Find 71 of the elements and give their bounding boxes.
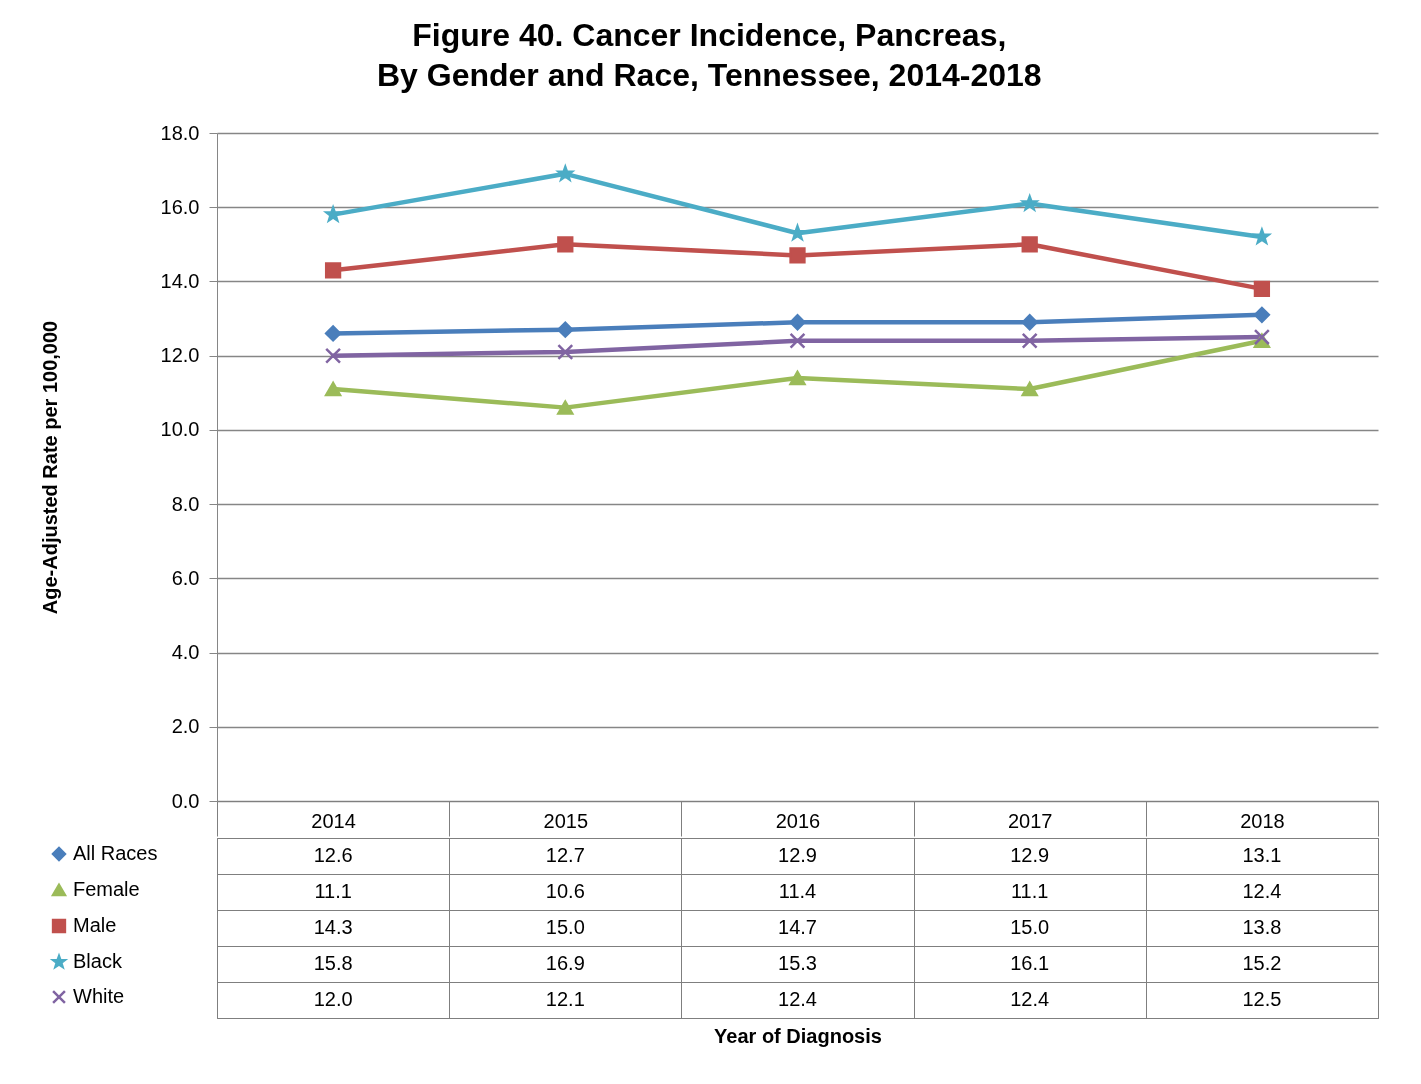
data-label: 12.5 [1242,988,1282,1010]
data-label: 16.1 [1010,952,1050,974]
data-label: 14.7 [778,916,817,938]
y-tick-label: 18.0 [160,121,200,144]
point [557,321,574,338]
data-label: 16.9 [545,952,585,974]
point [789,314,806,331]
data-label: 12.1 [545,988,585,1010]
legend-label: Male [73,914,117,936]
data-label: 15.0 [545,916,585,938]
data-label: 12.4 [1242,880,1282,902]
data-label: 15.8 [313,952,353,974]
point [1021,236,1038,253]
data-label: 10.6 [545,880,585,902]
point [1019,193,1040,213]
chart-title: Figure 40. Cancer Incidence, Pancreas, By Gender and Race, Tennessee, 2014-2018 [376,17,1042,93]
point [1021,314,1038,331]
point [789,332,806,349]
data-label: 12.7 [545,844,585,866]
data-label: 12.9 [778,844,817,866]
y-tick-label: 12.0 [160,344,200,367]
data-label: 11.1 [314,880,352,902]
point [789,247,806,264]
point [789,370,806,386]
x-tick-label: 2014 [311,809,356,832]
legend-label: Female [73,878,140,900]
data-label: 15.2 [1242,952,1282,974]
y-tick-label: 8.0 [171,492,200,515]
point [324,325,342,342]
data-label: 11.4 [778,880,817,902]
point [557,400,574,415]
data-label: 15.3 [778,952,817,974]
point [323,204,341,224]
y-axis-title: Age-Adjusted Rate per 100,000 [38,320,61,615]
y-tick-label: 10.0 [160,418,200,441]
point [1021,381,1038,397]
point [324,262,342,279]
point [324,347,342,364]
y-tick-label: 16.0 [160,195,200,218]
x-tick-label: 2015 [543,809,589,832]
data-label: 11.1 [1010,880,1049,902]
point [557,236,574,253]
point [1253,306,1271,323]
data-label: 13.1 [1242,844,1282,866]
text: Year of Diagnosis [714,1024,882,1047]
y-tick-label: 14.0 [160,269,200,292]
data-label: 12.0 [313,988,353,1010]
point [1252,226,1272,246]
point [557,343,574,361]
point [324,381,342,397]
point [1021,332,1038,349]
data-label: 12.4 [778,988,817,1010]
data-label: 12.4 [1010,988,1050,1010]
point [555,163,576,183]
x-tick-label: 2017 [1007,809,1053,832]
data-label: 12.9 [1010,844,1050,866]
y-tick-label: 4.0 [171,641,200,664]
x-tick-label: 2016 [775,809,821,832]
data-label: 15.0 [1010,916,1050,938]
data-label: 14.3 [313,916,353,938]
point [1253,280,1271,298]
x-tick-label: 2018 [1240,809,1285,832]
y-tick-label: 2.0 [171,715,200,738]
legend-label: All Races [73,842,158,864]
legend-label: Black [73,950,123,972]
y-tick-label: 6.0 [171,566,200,589]
data-label: 12.6 [313,844,353,866]
data-label: 13.8 [1242,916,1282,938]
point [1253,328,1271,346]
y-tick-label: 0.0 [171,789,200,812]
legend-label: White [73,985,125,1007]
